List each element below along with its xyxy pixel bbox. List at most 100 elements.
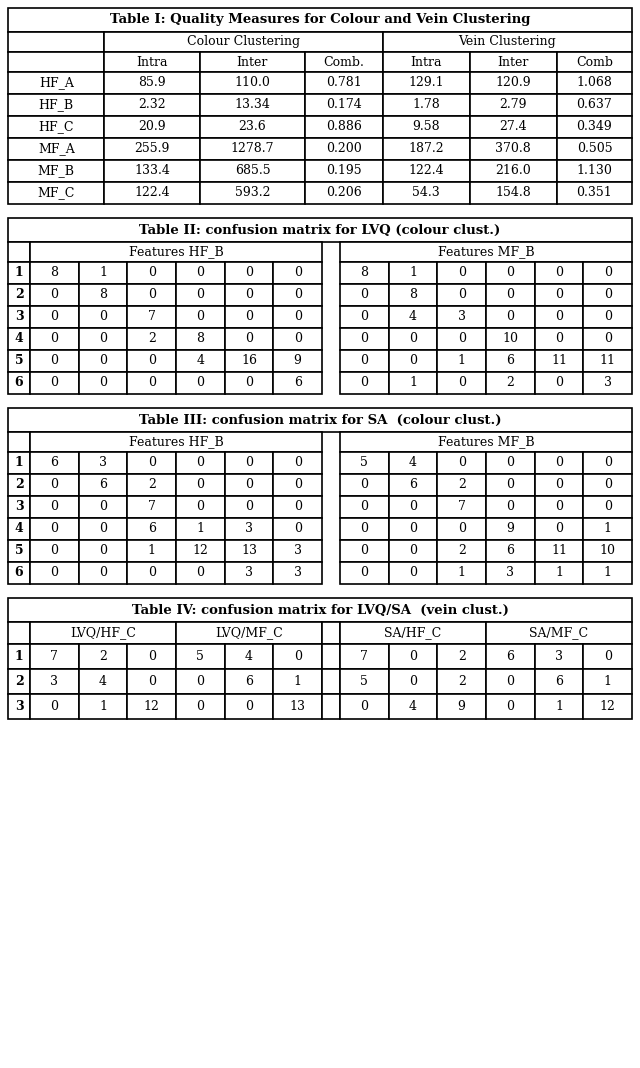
Bar — [225, 669, 273, 694]
Bar — [176, 694, 225, 719]
Bar — [437, 307, 486, 328]
Bar — [104, 138, 200, 160]
Bar — [79, 518, 127, 540]
Text: 54.3: 54.3 — [412, 187, 440, 200]
Bar — [340, 474, 388, 496]
Bar — [30, 307, 79, 328]
Bar — [322, 669, 340, 694]
Bar — [176, 496, 225, 518]
Text: 0: 0 — [51, 522, 58, 535]
Text: 8: 8 — [51, 267, 58, 280]
Text: 7: 7 — [148, 501, 156, 514]
Text: 0: 0 — [245, 377, 253, 390]
Bar — [30, 669, 79, 694]
Text: 0: 0 — [294, 288, 301, 301]
Bar — [225, 562, 273, 584]
Bar — [534, 452, 583, 474]
Bar — [557, 182, 632, 204]
Bar — [79, 474, 127, 496]
Bar — [388, 350, 437, 372]
Text: MF_C: MF_C — [38, 187, 75, 200]
Text: 0: 0 — [196, 700, 204, 713]
Bar — [557, 94, 632, 116]
Bar — [340, 644, 388, 669]
Text: 0: 0 — [245, 700, 253, 713]
Text: 1: 1 — [99, 700, 107, 713]
Text: 13: 13 — [241, 545, 257, 557]
Bar — [322, 694, 340, 719]
Text: 6: 6 — [99, 478, 107, 491]
Text: 6: 6 — [51, 456, 58, 470]
Text: 0: 0 — [51, 377, 58, 390]
Text: 0.505: 0.505 — [577, 142, 612, 156]
Text: 0: 0 — [245, 332, 253, 346]
Bar — [176, 540, 225, 562]
Text: 2.32: 2.32 — [138, 98, 166, 111]
Bar — [8, 474, 30, 496]
Bar — [305, 160, 383, 182]
Bar — [30, 452, 79, 474]
Bar — [388, 562, 437, 584]
Text: 6: 6 — [15, 377, 23, 390]
Bar — [437, 644, 486, 669]
Bar — [30, 540, 79, 562]
Text: 20.9: 20.9 — [138, 121, 166, 134]
Bar — [225, 540, 273, 562]
Text: 0: 0 — [51, 355, 58, 367]
Bar — [8, 72, 104, 94]
Text: 1: 1 — [604, 522, 612, 535]
Text: 0: 0 — [409, 566, 417, 580]
Bar — [30, 372, 79, 394]
Text: 6: 6 — [148, 522, 156, 535]
Text: 133.4: 133.4 — [134, 164, 170, 177]
Text: 0: 0 — [604, 311, 612, 324]
Bar — [30, 644, 79, 669]
Bar — [104, 72, 200, 94]
Bar — [8, 350, 30, 372]
Bar — [176, 518, 225, 540]
Text: 0: 0 — [99, 311, 107, 324]
Bar — [437, 540, 486, 562]
Text: 0: 0 — [506, 478, 515, 491]
Bar — [176, 474, 225, 496]
Text: 0.781: 0.781 — [326, 77, 362, 90]
Text: 0: 0 — [245, 478, 253, 491]
Bar — [583, 452, 632, 474]
Text: 0: 0 — [409, 501, 417, 514]
Text: 0: 0 — [604, 650, 612, 663]
Bar — [200, 72, 305, 94]
Bar — [8, 669, 30, 694]
Bar — [8, 284, 30, 307]
Bar — [340, 431, 632, 452]
Text: 3: 3 — [15, 700, 23, 713]
Bar — [388, 518, 437, 540]
Bar — [470, 52, 557, 72]
Bar — [104, 116, 200, 138]
Bar — [176, 372, 225, 394]
Text: 0: 0 — [604, 501, 612, 514]
Text: 0: 0 — [148, 288, 156, 301]
Bar — [534, 518, 583, 540]
Text: 0: 0 — [409, 545, 417, 557]
Bar — [225, 328, 273, 350]
Text: 0: 0 — [245, 311, 253, 324]
Bar — [340, 452, 388, 474]
Text: 8: 8 — [409, 288, 417, 301]
Text: 2: 2 — [458, 675, 466, 688]
Text: Features HF_B: Features HF_B — [129, 436, 223, 449]
Bar — [30, 242, 322, 262]
Bar — [273, 350, 322, 372]
Bar — [388, 284, 437, 307]
Text: 5: 5 — [15, 545, 23, 557]
Bar — [486, 496, 534, 518]
Text: 0: 0 — [51, 288, 58, 301]
Text: 2: 2 — [148, 478, 156, 491]
Text: LVQ/MF_C: LVQ/MF_C — [215, 627, 283, 640]
Bar — [127, 284, 176, 307]
Bar — [127, 350, 176, 372]
Bar — [388, 694, 437, 719]
Text: Table IV: confusion matrix for LVQ/SA  (vein clust.): Table IV: confusion matrix for LVQ/SA (v… — [132, 603, 508, 616]
Text: 0: 0 — [99, 355, 107, 367]
Bar — [305, 116, 383, 138]
Text: 0: 0 — [99, 566, 107, 580]
